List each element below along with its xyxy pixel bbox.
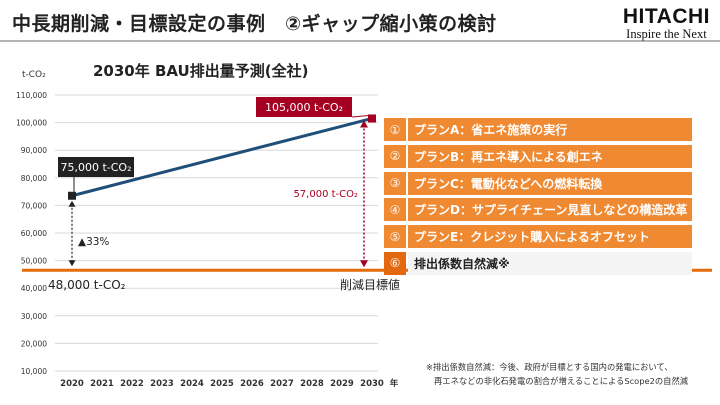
x-tick-label: 2023 xyxy=(150,379,174,389)
x-tick-label: 2029 xyxy=(330,379,354,389)
logo-tagline: Inspire the Next xyxy=(626,27,707,41)
y-tick-label: 30,000 xyxy=(21,312,47,321)
plan-label: プランE：クレジット購入によるオフセット xyxy=(408,225,692,249)
x-axis-unit: 年 xyxy=(390,378,399,389)
logo-wordmark: HITACHI xyxy=(622,5,710,28)
end-label-leader xyxy=(351,114,370,118)
y-tick-label: 40,000 xyxy=(21,284,47,293)
pct-arrow-head-down xyxy=(68,260,76,267)
plan-item-e: ⑤ プランE：クレジット購入によるオフセット xyxy=(384,225,692,249)
title-divider xyxy=(0,40,720,42)
plan-number: ⑥ xyxy=(384,251,406,275)
bau-series-line xyxy=(71,117,373,198)
x-tick-label: 2030 xyxy=(360,379,384,389)
y-tick-label: 100,000 xyxy=(16,119,47,128)
gap-arrow-head-up xyxy=(360,120,368,128)
plan-number: ② xyxy=(384,144,406,168)
plan-label: プランC：電動化などへの燃料転換 xyxy=(408,171,692,195)
series-end-point xyxy=(368,114,376,123)
y-tick-label: 60,000 xyxy=(21,229,47,238)
y-tick-label: 80,000 xyxy=(21,174,47,183)
x-tick-label: 2027 xyxy=(270,379,294,389)
plan-label: 排出係数自然減※ xyxy=(408,251,692,275)
x-tick-label: 2020 xyxy=(60,379,84,389)
gap-arrow-head-down xyxy=(360,260,368,268)
plan-list: ① プランA：省エネ施策の実行 ② プランB：再エネ導入による創エネ ③ プラン… xyxy=(384,118,692,279)
plan-item-c: ③ プランC：電動化などへの燃料転換 xyxy=(384,171,692,195)
plan-label: プランD：サプライチェーン見直しなどの構造改革 xyxy=(408,198,692,222)
plan-number: ① xyxy=(384,118,406,141)
y-tick-label: 90,000 xyxy=(21,146,47,155)
y-axis-unit: t-CO₂ xyxy=(22,70,46,80)
x-tick-label: 2026 xyxy=(240,379,264,389)
x-tick-label: 2028 xyxy=(300,379,324,389)
target-label: 削減目標値 xyxy=(340,277,400,292)
y-tick-label: 10,000 xyxy=(21,367,47,376)
pct-label: ▲33% xyxy=(78,236,109,248)
plan-item-b: ② プランB：再エネ導入による創エネ xyxy=(384,144,692,168)
gap-label: 57,000 t-CO₂ xyxy=(293,189,358,200)
plan-item-d: ④ プランD：サプライチェーン見直しなどの構造改革 xyxy=(384,198,692,222)
footnote-line-1: ※排出係数自然減：今後、政府が目標とする国内の発電において、 xyxy=(426,362,673,372)
pct-arrow-head-up xyxy=(68,200,76,207)
end-label-box xyxy=(256,97,352,117)
company-logo: HITACHI Inspire the Next xyxy=(622,5,710,41)
chart-title: 2030年 BAU排出量予測(全社) xyxy=(93,62,309,80)
y-tick-label: 70,000 xyxy=(21,201,47,210)
plan-number: ⑤ xyxy=(384,225,406,249)
footnote-line-2: 再エネなどの非化石発電の割合が増えることによるScope2の自然減 xyxy=(434,376,689,386)
plan-number: ③ xyxy=(384,171,406,195)
footnote: ※排出係数自然減：今後、政府が目標とする国内の発電において、 再エネなどの非化石… xyxy=(426,360,688,388)
x-tick-label: 2024 xyxy=(180,379,204,389)
plan-item-a: ① プランA：省エネ施策の実行 xyxy=(384,118,692,141)
y-tick-label: 20,000 xyxy=(21,339,47,348)
series-start-point xyxy=(68,191,76,200)
y-tick-label: 50,000 xyxy=(21,257,47,266)
start-data-label: 75,000 t-CO₂ xyxy=(60,161,131,174)
target-value-label: 48,000 t-CO₂ xyxy=(48,278,126,292)
end-data-label: 105,000 t-CO₂ xyxy=(265,101,343,114)
page-title: 中長期削減・目標設定の事例 ②ギャップ縮小策の検討 xyxy=(12,13,497,35)
x-tick-label: 2025 xyxy=(210,379,234,389)
start-label-box xyxy=(58,157,134,177)
plan-item-emission-factor: ⑥ 排出係数自然減※ xyxy=(384,251,692,275)
y-tick-label: 110,000 xyxy=(16,91,47,100)
x-tick-label: 2021 xyxy=(90,379,114,389)
plan-number: ④ xyxy=(384,198,406,222)
plan-label: プランB：再エネ導入による創エネ xyxy=(408,144,692,168)
x-tick-label: 2022 xyxy=(120,379,144,389)
plan-label: プランA：省エネ施策の実行 xyxy=(408,118,692,141)
